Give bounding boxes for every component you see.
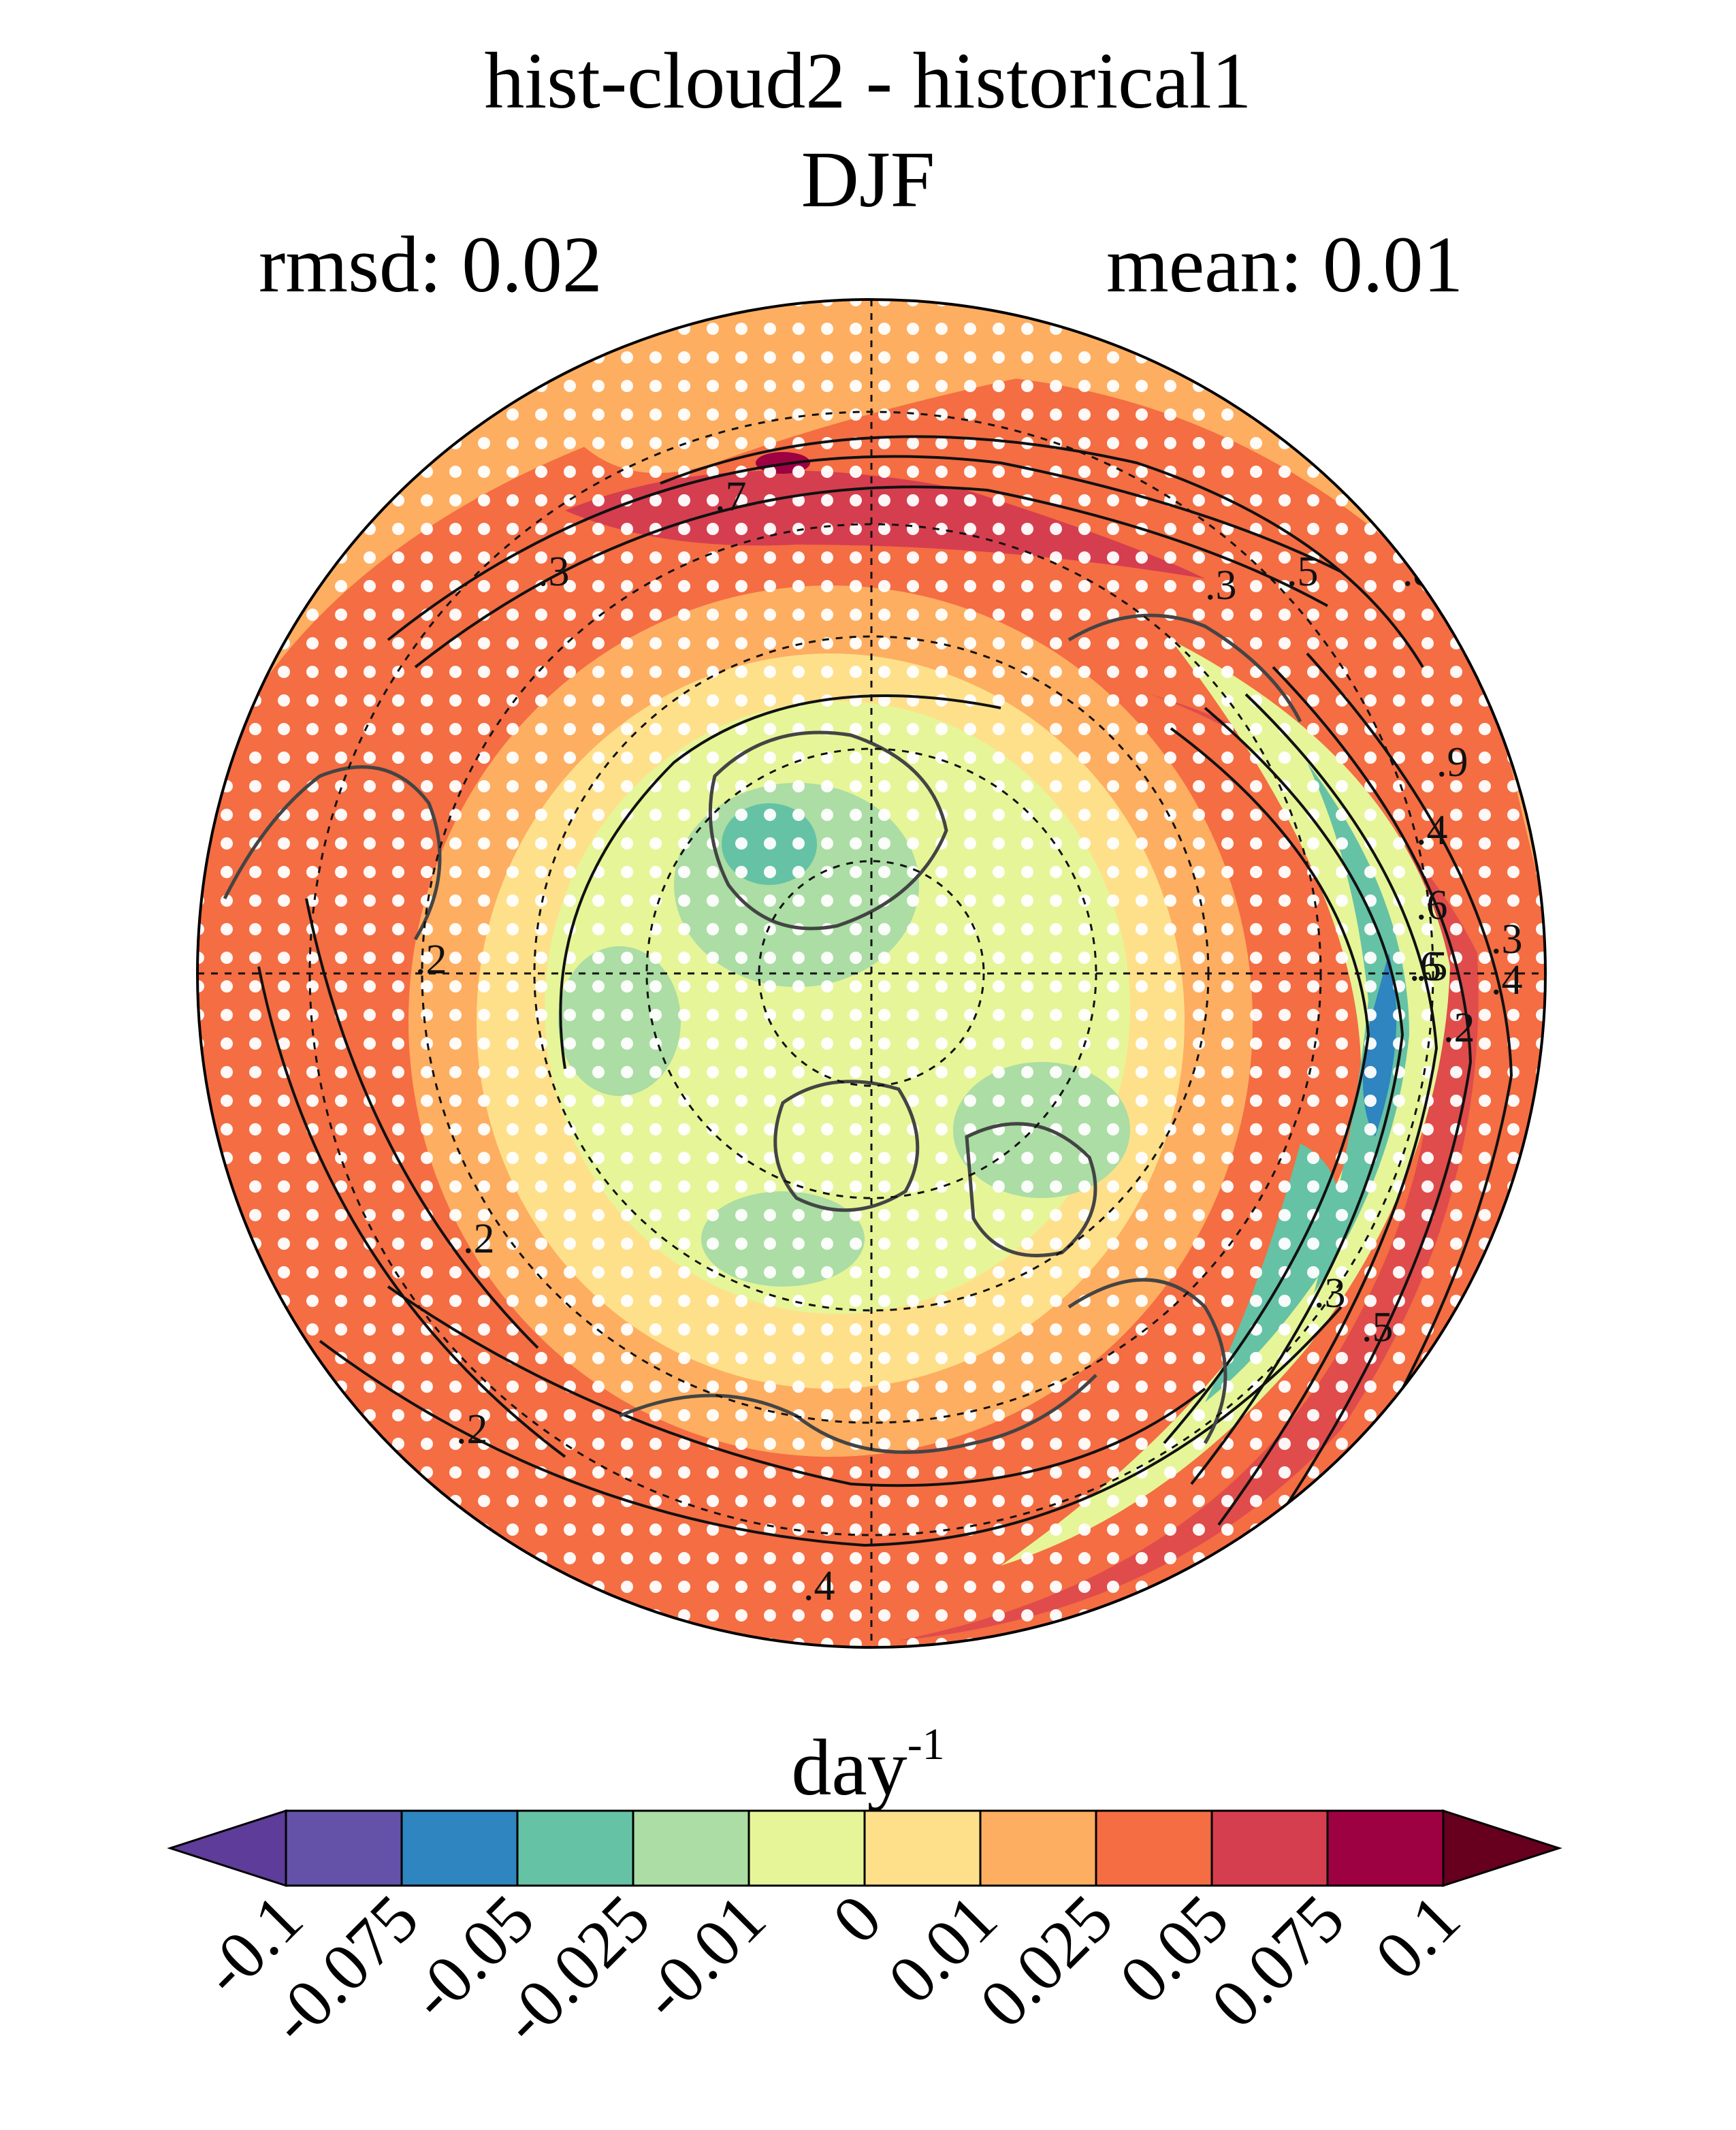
- contour-label: .5: [1287, 549, 1319, 595]
- contour-label: .4: [1416, 807, 1448, 854]
- contour-label: .3: [538, 549, 570, 595]
- contour-label: .6: [1409, 943, 1441, 990]
- mean-label: mean: 0.01: [1106, 220, 1464, 309]
- colorbar-boxes: [167, 1809, 1562, 1888]
- colorbar-box: [632, 1809, 750, 1887]
- colorbar-tick-label: 0.1: [1361, 1880, 1475, 1994]
- colorbar-box: [285, 1809, 403, 1887]
- map-border: [196, 298, 1547, 1649]
- season-label: DJF: [801, 135, 935, 224]
- polar-map: .7.3.3.5.8.9.4.6.2.4.3.6.5.2.3.5.2.4.2: [196, 298, 1547, 1649]
- contour-label: .3: [1314, 1270, 1346, 1317]
- colorbar-tick-label: 0.025: [965, 1880, 1127, 2042]
- coastlines: [223, 613, 1302, 1454]
- contour-label: .2: [1443, 1005, 1475, 1051]
- contour-label: .9: [1436, 739, 1468, 786]
- colorbar-box: [979, 1809, 1097, 1887]
- contour-label: .2: [463, 1216, 495, 1262]
- plot-title: hist-cloud2 - historical1: [484, 36, 1252, 125]
- colorbar-box: [748, 1809, 866, 1887]
- colorbar-over-triangle: [1442, 1809, 1562, 1888]
- colorbar-tick-labels: -0.1-0.075-0.05-0.025-0.01 00.010.0250.05…: [187, 1880, 1474, 2058]
- contour-label: .4: [1491, 957, 1523, 1003]
- colorbar-box: [1210, 1809, 1329, 1887]
- contour-label: .3: [1491, 916, 1523, 963]
- contour-label: .2: [456, 1406, 488, 1453]
- units-exponent: -1: [907, 1720, 945, 1769]
- colorbar-tick-label: 0.075: [1197, 1880, 1359, 2042]
- contour-label: .6: [1416, 882, 1448, 929]
- contour-label: .2: [415, 937, 447, 983]
- colorbar-box: [863, 1809, 982, 1887]
- graticule: [197, 300, 1545, 1647]
- contour-label: .5: [1362, 1304, 1394, 1351]
- contour-label: .4: [803, 1563, 835, 1609]
- colorbar-box: [400, 1809, 519, 1887]
- contour-label: .5: [1416, 943, 1448, 990]
- colorbar: -0.1-0.075-0.05-0.025-0.01 00.010.0250.05…: [167, 1809, 1562, 2058]
- colorbar-box: [516, 1809, 634, 1887]
- units-base: day: [791, 1723, 907, 1812]
- contour-label: .8: [1402, 549, 1434, 595]
- contour-label: .3: [1205, 562, 1237, 609]
- colorbar-box: [1095, 1809, 1213, 1887]
- rmsd-label: rmsd: 0.02: [259, 220, 602, 309]
- contour-label-group: .7.3.3.5.8.9.4.6.2.4.3.6.5.2.3.5.2.4.2: [415, 474, 1523, 1609]
- colorbar-units: day-1: [0, 1722, 1736, 1808]
- colorbar-tick-label: 0: [818, 1880, 896, 1958]
- colorbar-box: [1326, 1809, 1445, 1887]
- colorbar-under-triangle: [167, 1809, 287, 1888]
- contour-label: .7: [715, 474, 747, 520]
- colorbar-tick-label: -0.01: [626, 1880, 780, 2034]
